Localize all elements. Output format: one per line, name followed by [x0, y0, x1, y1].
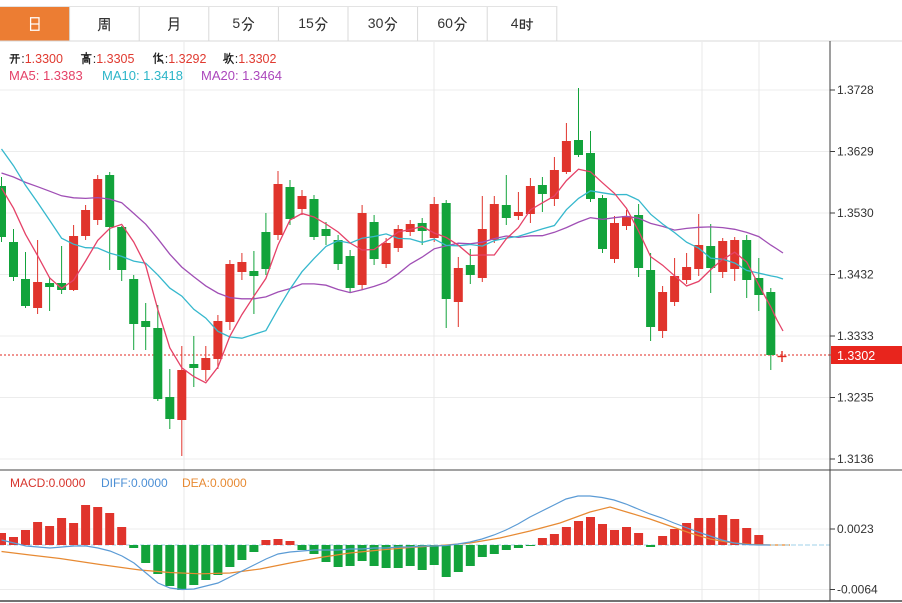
svg-text:1.3302: 1.3302 — [837, 349, 875, 363]
svg-text:15: 15 — [298, 15, 314, 31]
svg-text::: : — [93, 52, 96, 66]
svg-text:0.0023: 0.0023 — [837, 522, 874, 536]
svg-text:4: 4 — [511, 15, 519, 31]
svg-text:1.3333: 1.3333 — [837, 329, 874, 343]
svg-text:1.3629: 1.3629 — [837, 145, 874, 159]
svg-text::: : — [235, 52, 238, 66]
svg-text:60: 60 — [437, 15, 453, 31]
svg-text:1.3305: 1.3305 — [96, 52, 134, 66]
svg-text:1.3292: 1.3292 — [168, 52, 206, 66]
svg-text:MA20: 1.3464: MA20: 1.3464 — [201, 68, 282, 83]
svg-text:DIFF:0.0000: DIFF:0.0000 — [101, 476, 168, 490]
svg-text:DEA:0.0000: DEA:0.0000 — [182, 476, 247, 490]
svg-text:1.3530: 1.3530 — [837, 206, 874, 220]
svg-text::: : — [21, 52, 24, 66]
svg-text:MA5: 1.3383: MA5: 1.3383 — [9, 68, 83, 83]
svg-text::: : — [165, 52, 168, 66]
svg-text:1.3302: 1.3302 — [238, 52, 276, 66]
svg-text:MA10: 1.3418: MA10: 1.3418 — [102, 68, 183, 83]
svg-text:5: 5 — [232, 15, 240, 31]
svg-text:1.3136: 1.3136 — [837, 452, 874, 466]
svg-text:1.3728: 1.3728 — [837, 83, 874, 97]
svg-text:1.3432: 1.3432 — [837, 268, 874, 282]
svg-text:MACD:0.0000: MACD:0.0000 — [10, 476, 86, 490]
svg-text:1.3300: 1.3300 — [25, 52, 63, 66]
svg-text:30: 30 — [368, 15, 384, 31]
svg-text:1.3235: 1.3235 — [837, 391, 874, 405]
svg-text:-0.0064: -0.0064 — [837, 583, 878, 597]
